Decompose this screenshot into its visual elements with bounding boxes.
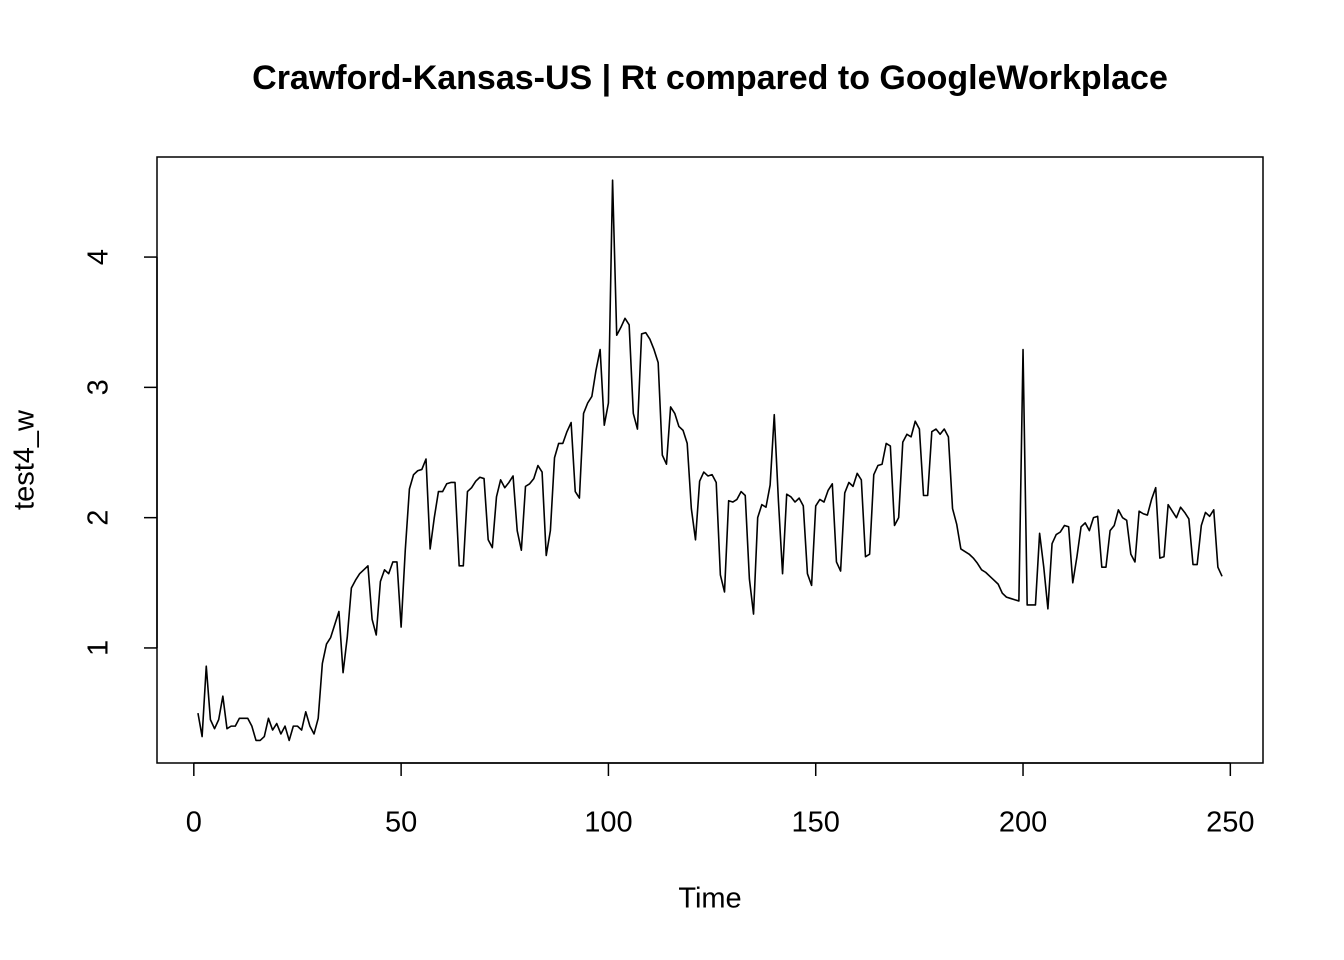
x-tick-label: 150 <box>792 807 840 839</box>
y-tick-label: 3 <box>83 379 115 395</box>
x-axis-title: Time <box>678 883 741 915</box>
y-tick-label: 2 <box>83 510 115 526</box>
y-tick-label: 4 <box>83 249 115 265</box>
y-axis-title: test4_w <box>9 409 41 510</box>
plot-frame <box>156 156 1264 764</box>
x-tick-label: 200 <box>999 807 1047 839</box>
chart-title: Crawford-Kansas-US | Rt compared to Goog… <box>252 59 1168 97</box>
data-line <box>197 179 1223 742</box>
x-tick-label: 100 <box>584 807 632 839</box>
x-tick-label: 50 <box>385 807 417 839</box>
y-tick-label: 1 <box>83 640 115 656</box>
x-tick-label: 250 <box>1206 807 1254 839</box>
x-tick-label: 0 <box>186 807 202 839</box>
